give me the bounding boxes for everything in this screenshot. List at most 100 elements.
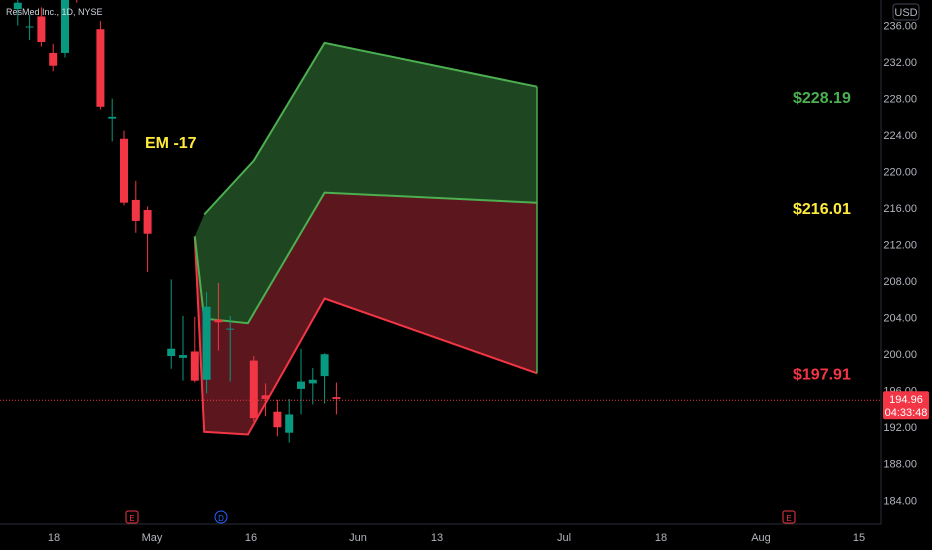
red-band-lower-line (193, 236, 538, 436)
candle-body (108, 116, 117, 119)
last-price-badge: 194.96 04:33:48 (883, 391, 929, 420)
candle (37, 7, 46, 47)
candle (261, 383, 270, 417)
level-labels: $228.19 $216.01 $197.91 (793, 90, 851, 383)
green-band-upper-line (203, 41, 538, 216)
event-marker: D (214, 510, 228, 524)
x-tick-label: 18 (48, 532, 60, 544)
bar-countdown: 04:33:48 (885, 407, 928, 419)
y-tick-label: 216.00 (883, 203, 917, 215)
candle-body (96, 29, 105, 107)
candle (25, 14, 34, 41)
candlestick-series (13, 0, 341, 443)
candle (76, 0, 78, 3)
candle-body (249, 360, 258, 419)
candle (120, 130, 128, 206)
event-marker-letter: E (786, 514, 791, 523)
y-tick-label: 188.00 (883, 459, 917, 471)
candle-body (120, 138, 128, 203)
candle-body (131, 199, 140, 221)
candle-body (285, 414, 294, 433)
candle (202, 292, 211, 394)
candle-body (179, 355, 187, 358)
event-marker-letter: E (129, 514, 134, 523)
y-tick-label: 224.00 (883, 130, 917, 142)
event-marker: E (125, 510, 139, 524)
x-tick-label: Jun (349, 532, 367, 544)
red-band-fill (194, 192, 538, 435)
candle-body (25, 26, 34, 28)
candle (226, 315, 235, 382)
y-tick-label: 212.00 (883, 240, 917, 252)
candle-body (202, 306, 211, 380)
candle-body (13, 2, 22, 10)
currency-badge[interactable]: USD (892, 3, 920, 21)
event-marker-shape (782, 510, 796, 524)
y-tick-label: 184.00 (883, 495, 917, 507)
candle-body (190, 351, 199, 381)
candle-body (37, 16, 46, 42)
candle-body (332, 397, 341, 399)
y-tick-label: 192.00 (883, 422, 917, 434)
candle (13, 0, 22, 26)
x-tick-label: 15 (853, 532, 865, 544)
candle-body (226, 328, 235, 330)
y-tick-label: 204.00 (883, 313, 917, 325)
candle-body (308, 379, 317, 384)
candle (273, 399, 282, 437)
em-annotation: EM -17 (145, 135, 197, 152)
candle (49, 43, 58, 72)
level-label: $228.19 (793, 90, 851, 107)
candle (131, 180, 140, 233)
candle (96, 20, 105, 110)
candle-body (320, 354, 329, 377)
candle-body (61, 0, 69, 53)
y-tick-label: 236.00 (883, 21, 917, 33)
x-tick-label: Aug (751, 532, 771, 544)
y-tick-label: 208.00 (883, 276, 917, 288)
candle-body (167, 348, 176, 357)
event-marker: E (782, 510, 796, 524)
candle (285, 398, 294, 443)
candle (143, 206, 152, 273)
x-tick-label: 16 (245, 532, 257, 544)
event-marker-letter: D (218, 514, 224, 523)
x-tick-label: May (142, 532, 163, 544)
y-tick-label: 232.00 (883, 57, 917, 69)
last-price-value: 194.96 (889, 394, 923, 406)
green-band-fill (194, 42, 538, 324)
currency-label: USD (894, 7, 917, 19)
candle-body (261, 395, 270, 399)
candle-body (214, 319, 223, 323)
candle (190, 316, 199, 383)
candle (297, 348, 305, 415)
expected-move-bands (193, 41, 538, 436)
candle-body (143, 209, 152, 234)
price-axis[interactable]: 236.00 232.00 228.00 224.00 220.00 216.00 212.… (880, 0, 929, 524)
y-tick-label: 200.00 (883, 349, 917, 361)
symbol-description: ResMed Inc., 1D, NYSE (6, 7, 103, 17)
candle (179, 315, 187, 381)
candle-body (273, 411, 282, 428)
candle-body (49, 52, 58, 66)
level-label: $197.91 (793, 366, 851, 383)
event-marker-shape (214, 510, 228, 524)
candle (308, 367, 317, 405)
y-tick-label: 220.00 (883, 167, 917, 179)
level-label: $216.01 (793, 201, 851, 218)
candle (332, 382, 341, 415)
green-band-lower-line (193, 191, 538, 325)
candle (320, 353, 329, 404)
candle (108, 98, 117, 142)
candle (249, 356, 258, 422)
candle (167, 279, 176, 369)
event-marker-shape (125, 510, 139, 524)
x-tick-label: Jul (557, 532, 571, 544)
x-tick-label: 18 (655, 532, 667, 544)
candle (214, 282, 223, 351)
time-axis[interactable]: 18 May 16 Jun 13 Jul 18 Aug 15 (0, 523, 881, 544)
candle (61, 0, 69, 58)
candle-body (297, 381, 305, 389)
